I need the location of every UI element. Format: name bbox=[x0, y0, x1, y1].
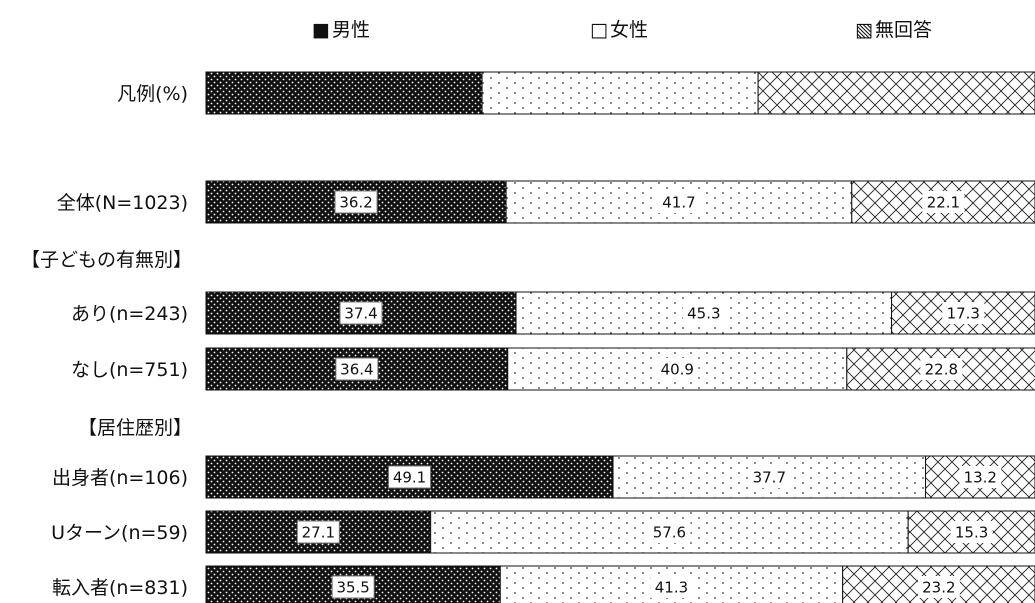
chart-row-7: 出身者(n=106) 49.1 37.7 13.2 bbox=[52, 455, 1035, 499]
chart-row-3: 【子どもの有無別】 bbox=[21, 249, 192, 271]
data-label: 23.2 bbox=[922, 579, 955, 597]
chart-row-1: 凡例(%) bbox=[117, 71, 1035, 115]
legend-label-3: 無回答 bbox=[875, 19, 932, 41]
data-label: 27.1 bbox=[302, 524, 335, 542]
data-label-box bbox=[331, 575, 375, 599]
chart-row-5: なし(n=751) 36.4 40.9 22.8 bbox=[71, 347, 1035, 391]
bar-segment-dots-light bbox=[612, 455, 927, 499]
data-label-box bbox=[922, 191, 965, 213]
data-label-box bbox=[656, 358, 699, 380]
data-label: 45.3 bbox=[687, 305, 720, 323]
category-label: 出身者(n=106) bbox=[52, 467, 188, 489]
data-label: 41.3 bbox=[655, 579, 688, 597]
data-label: 13.2 bbox=[964, 469, 997, 487]
data-label-box bbox=[650, 576, 693, 598]
data-label-box bbox=[335, 357, 379, 381]
data-label: 41.7 bbox=[662, 194, 695, 212]
category-label: 凡例(%) bbox=[117, 83, 188, 105]
data-label: 36.4 bbox=[340, 361, 373, 379]
data-label: 35.5 bbox=[336, 579, 369, 597]
data-label: 40.9 bbox=[661, 361, 694, 379]
legend: ■ 男性 □ 女性 ▧ 無回答 bbox=[312, 19, 932, 41]
chart-row-9: 転入者(n=831) 35.5 41.3 23.2 bbox=[52, 565, 1035, 603]
data-label: 22.1 bbox=[927, 194, 960, 212]
data-label: 36.2 bbox=[339, 194, 372, 212]
data-label: 15.3 bbox=[955, 524, 988, 542]
data-label-box bbox=[334, 190, 378, 214]
data-label-box bbox=[682, 302, 725, 324]
group-header: 【居住歴別】 bbox=[78, 417, 192, 439]
legend-label-2: 女性 bbox=[610, 19, 648, 41]
data-label: 49.1 bbox=[393, 469, 426, 487]
category-label: 転入者(n=831) bbox=[52, 577, 188, 599]
legend-item-1: ■ 男性 bbox=[312, 19, 370, 41]
chart-row-2: 全体(N=1023) 36.2 41.7 22.1 bbox=[57, 180, 1035, 224]
chart-row-4: あり(n=243) 37.4 45.3 17.3 bbox=[71, 291, 1035, 335]
data-label: 17.3 bbox=[947, 305, 980, 323]
data-label-box bbox=[388, 465, 432, 489]
data-label-box bbox=[950, 521, 993, 543]
category-label: なし(n=751) bbox=[71, 359, 188, 381]
data-label-box bbox=[959, 466, 1002, 488]
chart-row-6: 【居住歴別】 bbox=[78, 417, 192, 439]
data-label: 22.8 bbox=[925, 361, 958, 379]
data-label-box bbox=[917, 576, 960, 598]
data-label-box bbox=[648, 521, 691, 543]
legend-symbol-1: ■ bbox=[312, 19, 330, 41]
bar-segment-dots-light bbox=[515, 291, 893, 335]
data-label-box bbox=[657, 191, 700, 213]
data-label: 57.6 bbox=[653, 524, 686, 542]
legend-symbol-2: □ bbox=[590, 19, 608, 41]
bar-segment-dots-dark bbox=[205, 71, 483, 115]
legend-item-3: ▧ 無回答 bbox=[855, 19, 932, 41]
bar-segment-dots-light bbox=[481, 71, 759, 115]
category-label: Uターン(n=59) bbox=[51, 522, 188, 544]
data-label-box bbox=[296, 520, 340, 544]
group-header: 【子どもの有無別】 bbox=[21, 249, 192, 271]
bar-segment-crosshatch bbox=[757, 71, 1035, 115]
data-label: 37.7 bbox=[753, 469, 786, 487]
chart-rows: 凡例(%) 全体(N=1023) 36.2 41.7 22.1 【子どもの有無別】あり(n… bbox=[21, 71, 1035, 603]
legend-label-1: 男性 bbox=[332, 19, 370, 41]
legend-symbol-3: ▧ bbox=[855, 19, 873, 41]
category-label: 全体(N=1023) bbox=[57, 192, 188, 214]
data-label-box bbox=[748, 466, 791, 488]
chart-row-8: Uターン(n=59) 27.1 57.6 15.3 bbox=[51, 510, 1035, 554]
legend-item-2: □ 女性 bbox=[590, 19, 648, 41]
data-label-box bbox=[339, 301, 383, 325]
data-label-box bbox=[942, 302, 985, 324]
data-label-box bbox=[920, 358, 963, 380]
data-label: 37.4 bbox=[344, 305, 377, 323]
category-label: あり(n=243) bbox=[71, 303, 188, 325]
